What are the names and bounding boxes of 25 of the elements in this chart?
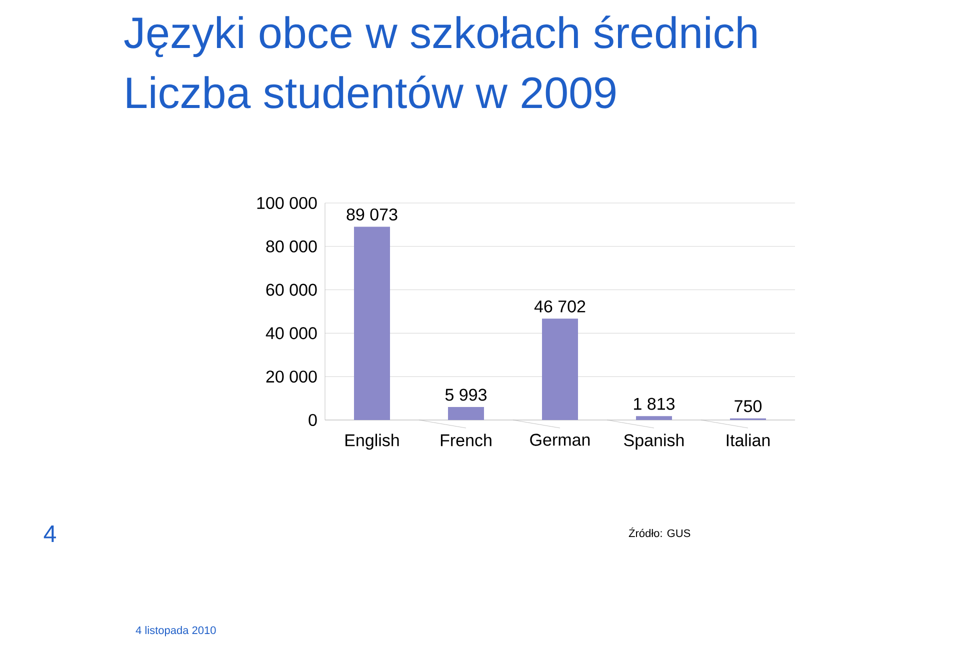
text: 4 listopada 2010 [136,626,216,636]
x-tick-label: German [530,434,590,446]
bar [354,226,390,420]
y-tick-label: 20 000 [266,370,317,383]
bar [542,318,578,420]
chart-subtitle: Liczba studentów w 2009 [127,76,616,108]
data-label: 5 993 [445,388,487,401]
text: Źródło: GUS [628,527,690,538]
text: 4 [44,525,56,542]
data-label: 1 813 [634,398,674,410]
chart-title: Języki obce w szkołach średnich [124,16,756,58]
y-tick-label: 100 000 [257,196,317,210]
y-tick-label: 80 000 [266,240,317,252]
bar [636,416,672,420]
x-tick-label: Italian [726,434,770,446]
y-tick-label: 40 000 [266,327,317,340]
data-label: 46 702 [534,300,586,312]
x-tick-label: French [440,434,492,446]
x-tick-label: English [346,434,399,450]
y-tick-label: 60 000 [266,284,317,296]
data-label: 89 073 [346,208,398,221]
bar [448,406,484,420]
data-label: 750 [734,400,762,412]
y-tick-label: 0 [308,414,317,426]
x-tick-label: Spanish [624,434,684,450]
